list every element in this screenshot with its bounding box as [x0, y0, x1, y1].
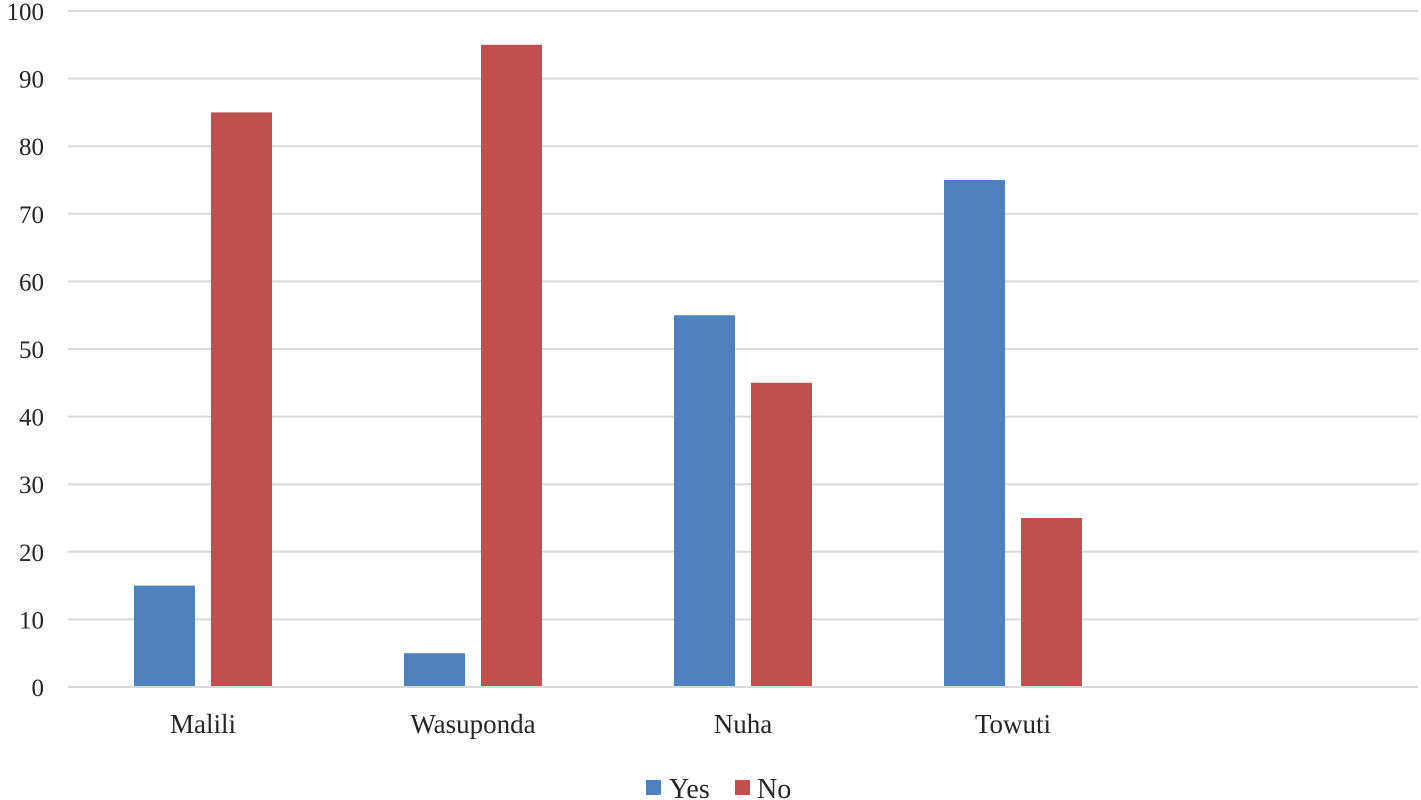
legend-swatch-yes [646, 780, 661, 795]
y-tick-label: 0 [32, 675, 45, 702]
bar-yes-wasuponda [404, 653, 465, 687]
y-tick-label: 10 [19, 607, 44, 634]
bar-no-towuti [1021, 518, 1082, 687]
legend: Yes No [646, 774, 791, 800]
bar-no-wasuponda [481, 44, 542, 688]
y-tick-label: 80 [19, 134, 44, 161]
y-tick-label: 20 [19, 540, 44, 567]
legend-label-no: No [757, 774, 791, 800]
legend-swatch-no [735, 780, 750, 795]
y-tick-label: 60 [19, 269, 44, 296]
legend-label-yes: Yes [669, 774, 710, 800]
bar-no-nuha [751, 382, 812, 687]
x-category-label: Towuti [975, 709, 1051, 739]
y-axis-tick-labels: 0 10 20 30 40 50 60 70 80 90 100 [7, 0, 45, 702]
x-category-label: Malili [170, 709, 236, 739]
y-tick-label: 30 [19, 472, 44, 499]
x-category-label: Nuha [714, 709, 772, 739]
bar-no-malili [211, 112, 272, 687]
bar-yes-towuti [944, 180, 1005, 687]
bar-yes-nuha [674, 315, 735, 687]
gridlines [68, 10, 1418, 688]
y-tick-label: 70 [19, 202, 44, 229]
y-tick-label: 100 [7, 0, 45, 26]
y-tick-label: 40 [19, 405, 44, 432]
x-axis-category-labels: Malili Wasuponda Nuha Towuti [170, 709, 1051, 739]
bars [68, 44, 1418, 688]
bar-yes-malili [134, 585, 195, 687]
x-category-label: Wasuponda [410, 709, 535, 739]
y-tick-label: 50 [19, 337, 44, 364]
y-tick-label: 90 [19, 67, 44, 94]
